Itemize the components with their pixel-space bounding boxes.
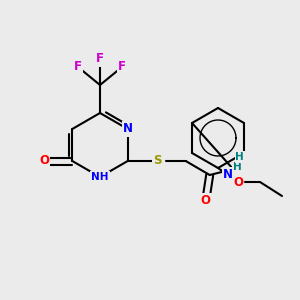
Text: O: O [233, 176, 243, 188]
Text: N: N [223, 169, 233, 182]
Text: S: S [154, 154, 162, 167]
Text: H: H [235, 152, 244, 162]
Text: F: F [96, 52, 104, 65]
Text: NH: NH [91, 172, 109, 182]
Text: O: O [201, 194, 211, 208]
Text: F: F [74, 61, 82, 74]
Text: F: F [118, 61, 126, 74]
Text: H: H [233, 162, 242, 172]
Text: O: O [39, 154, 49, 167]
Text: N: N [123, 122, 133, 136]
